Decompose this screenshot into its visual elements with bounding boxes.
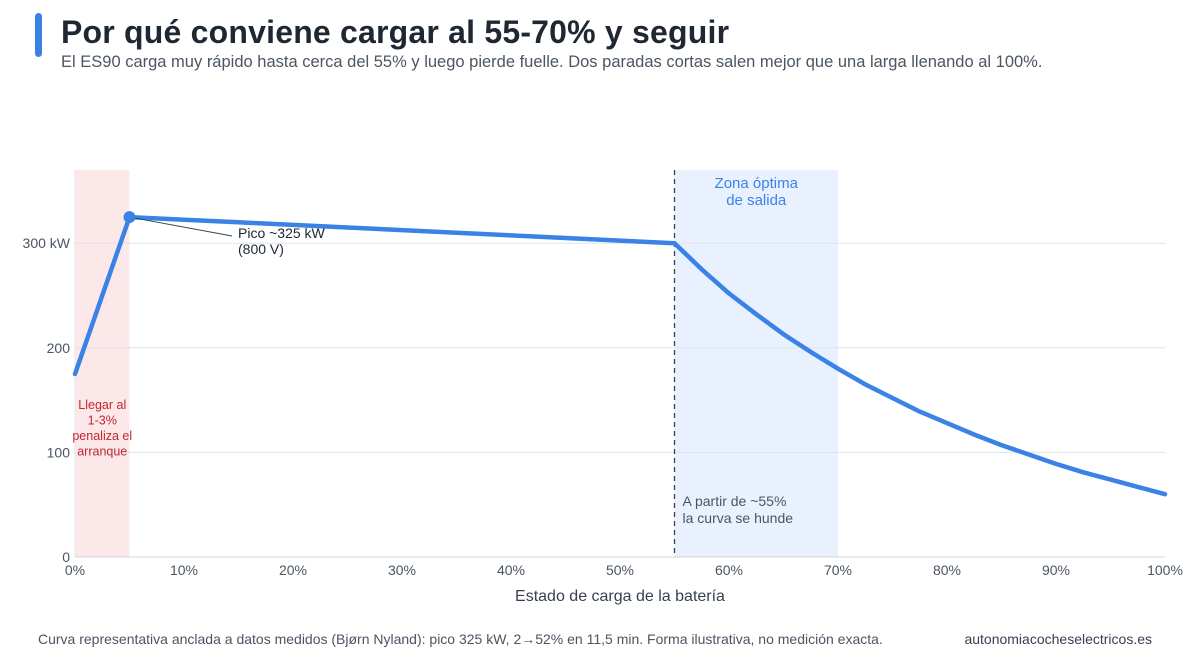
x-tick-label: 20% xyxy=(279,562,307,578)
red-zone-label-line: 1-3% xyxy=(88,414,117,428)
x-tick-label: 80% xyxy=(933,562,961,578)
x-tick-label: 10% xyxy=(170,562,198,578)
chart-subtitle: El ES90 carga muy rápido hasta cerca del… xyxy=(61,53,1043,71)
region-band-1 xyxy=(674,170,838,557)
x-tick-label: 40% xyxy=(497,562,525,578)
marker-annotation-line: la curva se hunde xyxy=(683,510,794,526)
marker-annotation-line: A partir de ~55% xyxy=(683,493,787,509)
footer-note: Curva representativa anclada a datos med… xyxy=(38,631,883,647)
series-line-0 xyxy=(72,214,1168,497)
x-tick-label: 100% xyxy=(1147,562,1183,578)
x-axis-label: Estado de carga de la batería xyxy=(515,588,725,605)
chart-title: Por qué conviene cargar al 55-70% y segu… xyxy=(61,14,730,50)
red-zone-label-line: penaliza el xyxy=(72,429,132,443)
title-accent-bar xyxy=(35,13,42,57)
x-tick-label: 30% xyxy=(388,562,416,578)
red-zone-label-line: arranque xyxy=(77,445,127,459)
y-tick-label: 100 xyxy=(47,444,71,460)
optimal-zone-label-line: de salida xyxy=(726,192,787,209)
x-tick-label: 60% xyxy=(715,562,743,578)
x-tick-label: 70% xyxy=(824,562,852,578)
optimal-zone-label-line: Zona óptima xyxy=(715,175,799,192)
x-tick-label: 50% xyxy=(606,562,634,578)
peak-annotation-line: (800 V) xyxy=(238,241,284,257)
y-tick-label: 0 xyxy=(62,549,70,565)
peak-point xyxy=(123,211,136,224)
footer-site: autonomiacocheselectricos.es xyxy=(964,631,1152,647)
y-tick-label: 300 kW xyxy=(23,235,71,251)
x-tick-label: 0% xyxy=(65,562,85,578)
y-tick-label: 200 xyxy=(47,340,71,356)
peak-leader-line xyxy=(129,216,233,237)
region-band-0 xyxy=(75,170,130,557)
peak-annotation-line: Pico ~325 kW xyxy=(238,225,326,241)
red-zone-label-line: Llegar al xyxy=(78,398,126,412)
x-tick-label: 90% xyxy=(1042,562,1070,578)
